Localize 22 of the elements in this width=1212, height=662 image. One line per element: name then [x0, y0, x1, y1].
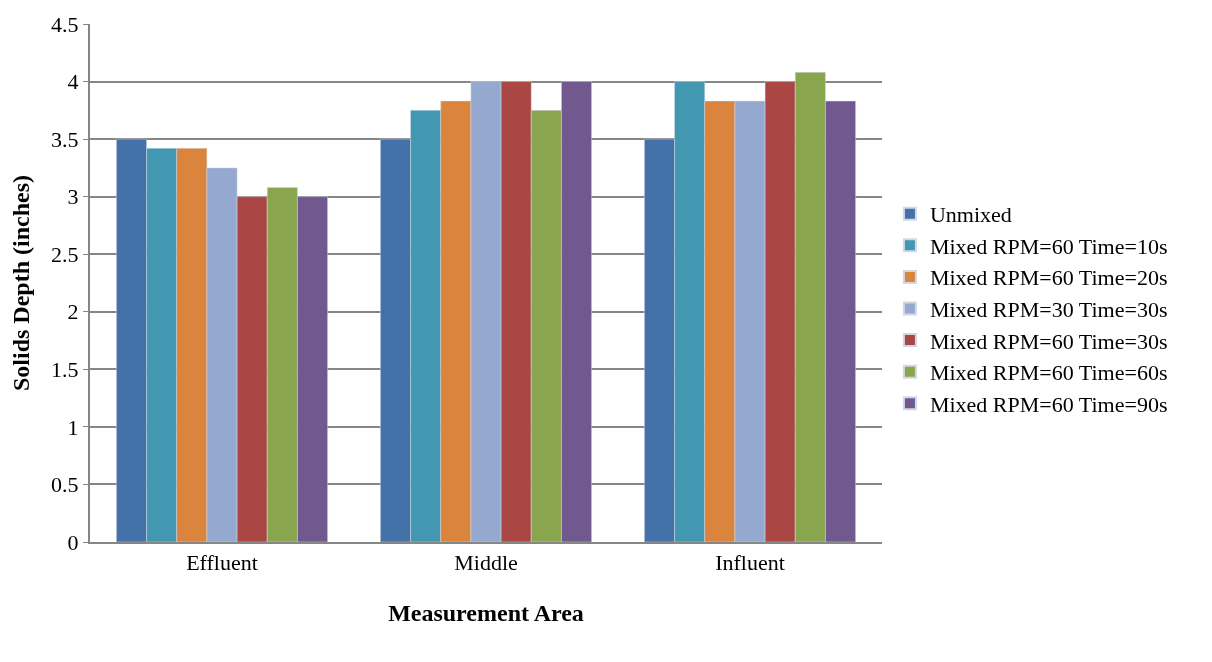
x-tick-label: Influent	[715, 550, 785, 576]
y-tick-label: 4	[67, 69, 79, 95]
y-tick-label: 0	[67, 529, 79, 555]
legend-label: Mixed RPM=60 Time=20s	[929, 265, 1168, 291]
legend-label: Mixed RPM=60 Time=30s	[929, 328, 1168, 354]
legend-label: Mixed RPM=60 Time=60s	[929, 360, 1168, 386]
legend-label: Mixed RPM=60 Time=90s	[929, 391, 1168, 417]
legend-label: Mixed RPM=60 Time=10s	[929, 233, 1168, 259]
y-tick-label: 1.5	[51, 357, 79, 383]
y-tick-label: 1	[67, 414, 79, 440]
y-tick-label: 2	[67, 299, 79, 325]
x-axis-title: Measurement Area	[388, 600, 584, 627]
y-tick-label: 2.5	[51, 241, 79, 267]
y-tick-label: 4.5	[51, 11, 79, 37]
y-tick-label: 3	[67, 184, 79, 210]
legend-label: Unmixed	[929, 202, 1012, 228]
y-tick-label: 3.5	[51, 126, 79, 152]
x-tick-label: Middle	[454, 550, 518, 576]
x-tick-label: Effluent	[186, 550, 258, 576]
y-tick-label: 0.5	[51, 472, 79, 498]
legend-label: Mixed RPM=30 Time=30s	[929, 297, 1168, 323]
y-axis-title: Solids Depth (inches)	[7, 174, 34, 392]
